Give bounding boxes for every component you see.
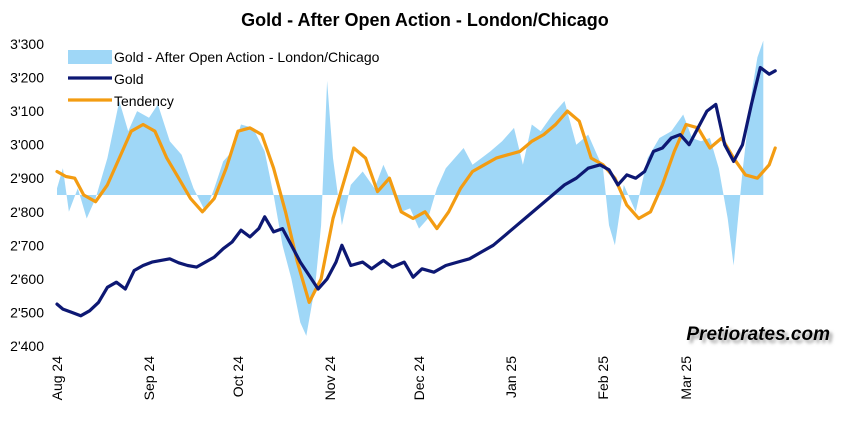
y-tick-label: 3'100 (10, 103, 44, 119)
legend-label-gold: Gold (114, 71, 144, 87)
watermark-text: Pretiorates.com (686, 324, 830, 345)
y-tick-label: 3'000 (10, 137, 44, 153)
line-series-gold (55, 65, 777, 318)
y-tick-label: 3'200 (10, 70, 44, 86)
x-tick-label: Dec 24 (411, 356, 427, 401)
chart-title: Gold - After Open Action - London/Chicag… (241, 10, 609, 30)
x-tick-label: Feb 25 (595, 356, 611, 400)
x-tick-label: Nov 24 (322, 356, 338, 401)
legend-label-tendency: Tendency (114, 93, 174, 109)
y-tick-label: 2'500 (10, 304, 44, 320)
legend-label-area: Gold - After Open Action - London/Chicag… (114, 49, 380, 65)
x-tick-label: Sep 24 (141, 356, 157, 401)
x-tick-label: Oct 24 (230, 356, 246, 397)
plot-area (55, 40, 777, 336)
y-axis: 2'400 2'500 2'600 2'700 2'800 2'900 3'000 3'100… (10, 36, 44, 354)
legend-swatch-area (68, 50, 112, 64)
y-tick-label: 3'300 (10, 36, 44, 52)
x-axis: Aug 24 Sep 24 Oct 24 Nov 24 Dec 24 Jan 25 Feb … (49, 356, 694, 401)
x-tick-label: Jan 25 (503, 356, 519, 398)
legend: Gold - After Open Action - London/Chicag… (68, 49, 380, 109)
area-series-after-open-action (57, 40, 764, 336)
y-tick-label: 2'900 (10, 170, 44, 186)
line-series-tendency (55, 109, 777, 304)
y-tick-label: 2'700 (10, 237, 44, 253)
x-tick-label: Mar 25 (678, 356, 694, 400)
y-tick-label: 2'400 (10, 338, 44, 354)
y-tick-label: 2'600 (10, 271, 44, 287)
x-tick-label: Aug 24 (49, 356, 65, 401)
y-tick-label: 2'800 (10, 204, 44, 220)
